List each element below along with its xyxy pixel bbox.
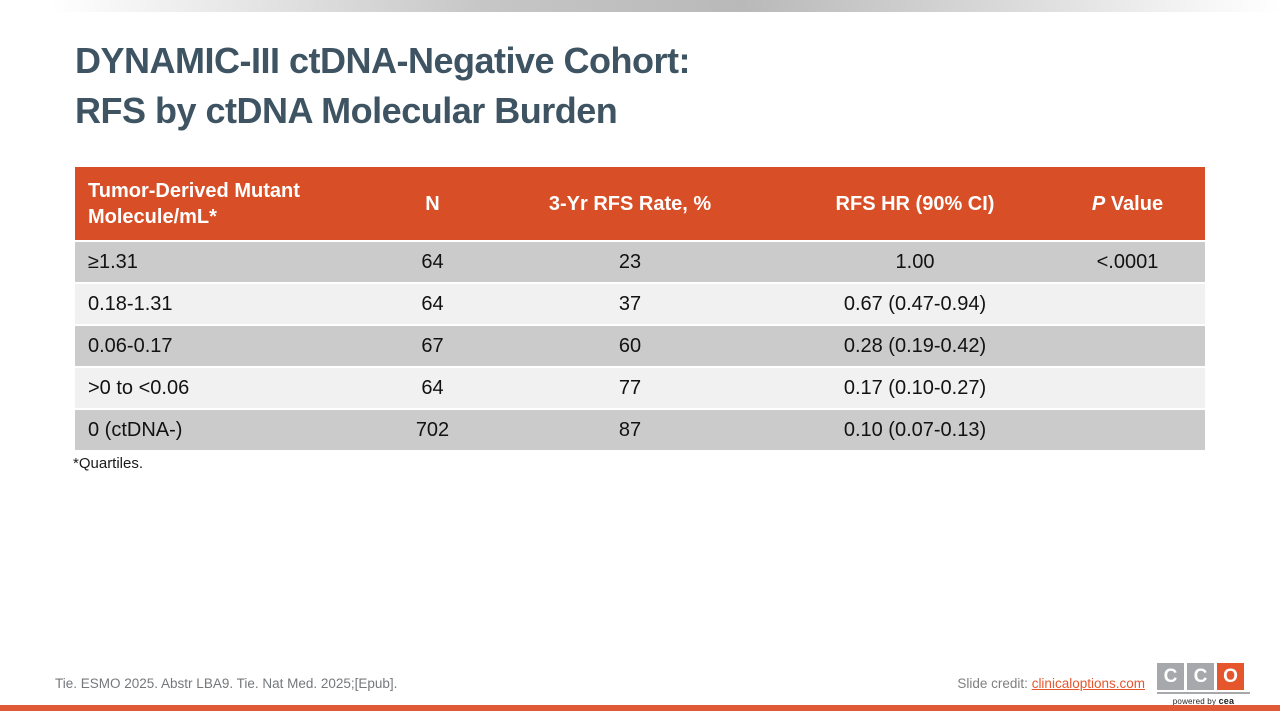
table-cell: 77 (480, 366, 780, 409)
table-cell: ≥1.31 (75, 240, 385, 283)
table-row: 0.18-1.31 64 37 0.67 (0.47-0.94) (75, 282, 1205, 325)
table-row: >0 to <0.06 64 77 0.17 (0.10-0.27) (75, 366, 1205, 409)
table-row: 0.06-0.17 67 60 0.28 (0.19-0.42) (75, 324, 1205, 367)
slide-credit-label: Slide credit: (957, 676, 1032, 691)
logo-tagline: powered by cea (1157, 696, 1250, 706)
title-line-1: DYNAMIC-III ctDNA-Negative Cohort: (75, 40, 691, 81)
table-header-row: Tumor-Derived Mutant Molecule/mL* N 3-Yr… (75, 167, 1205, 241)
cco-logo: C C O powered by cea (1157, 663, 1250, 706)
table-row: ≥1.31 64 23 1.00 <.0001 (75, 240, 1205, 283)
table-cell: 0.17 (0.10-0.27) (780, 366, 1050, 409)
table-cell: 64 (385, 240, 480, 283)
logo-tagline-brand: cea (1218, 696, 1235, 706)
cco-logo-squares: C C O (1157, 663, 1250, 690)
table-row: 0 (ctDNA-) 702 87 0.10 (0.07-0.13) (75, 408, 1205, 450)
page-title: DYNAMIC-III ctDNA-Negative Cohort: RFS b… (75, 36, 691, 136)
footnote-quartiles: *Quartiles. (73, 455, 144, 472)
column-header-p-value: P Value (1050, 167, 1205, 241)
results-table-container: Tumor-Derived Mutant Molecule/mL* N 3-Yr… (75, 167, 1205, 450)
table-cell: 0.18-1.31 (75, 282, 385, 325)
column-header-n: N (385, 167, 480, 241)
column-header-molecule: Tumor-Derived Mutant Molecule/mL* (75, 167, 385, 241)
logo-letter-c2: C (1187, 663, 1214, 690)
citation-text: Tie. ESMO 2025. Abstr LBA9. Tie. Nat Med… (55, 676, 398, 691)
logo-tagline-prefix: powered by (1172, 697, 1219, 706)
logo-letter-o: O (1217, 663, 1244, 690)
table-cell: 0.10 (0.07-0.13) (780, 408, 1050, 450)
table-cell: 37 (480, 282, 780, 325)
table-cell: 60 (480, 324, 780, 367)
title-line-2: RFS by ctDNA Molecular Burden (75, 90, 618, 131)
table-cell (1050, 366, 1205, 409)
slide-credit-link[interactable]: clinicaloptions.com (1031, 676, 1145, 691)
table-cell: <.0001 (1050, 240, 1205, 283)
top-gradient-bar (0, 0, 1280, 12)
table-cell: 87 (480, 408, 780, 450)
table-cell: 702 (385, 408, 480, 450)
table-cell (1050, 408, 1205, 450)
table-cell (1050, 282, 1205, 325)
table-cell: 0.06-0.17 (75, 324, 385, 367)
logo-letter-c1: C (1157, 663, 1184, 690)
table-cell: 64 (385, 282, 480, 325)
column-header-rfs-hr: RFS HR (90% CI) (780, 167, 1050, 241)
table-cell (1050, 324, 1205, 367)
logo-divider (1157, 692, 1250, 694)
rfs-results-table: Tumor-Derived Mutant Molecule/mL* N 3-Yr… (75, 167, 1205, 450)
table-cell: 64 (385, 366, 480, 409)
p-value-rest: Value (1105, 192, 1164, 215)
slide-credit: Slide credit: clinicaloptions.com (957, 676, 1145, 691)
table-cell: 23 (480, 240, 780, 283)
table-cell: 67 (385, 324, 480, 367)
table-cell: >0 to <0.06 (75, 366, 385, 409)
table-cell: 0 (ctDNA-) (75, 408, 385, 450)
table-cell: 0.67 (0.47-0.94) (780, 282, 1050, 325)
table-cell: 1.00 (780, 240, 1050, 283)
p-value-italic: P (1091, 192, 1106, 215)
column-header-rfs-rate: 3-Yr RFS Rate, % (480, 167, 780, 241)
bottom-accent-bar (0, 705, 1280, 711)
table-cell: 0.28 (0.19-0.42) (780, 324, 1050, 367)
